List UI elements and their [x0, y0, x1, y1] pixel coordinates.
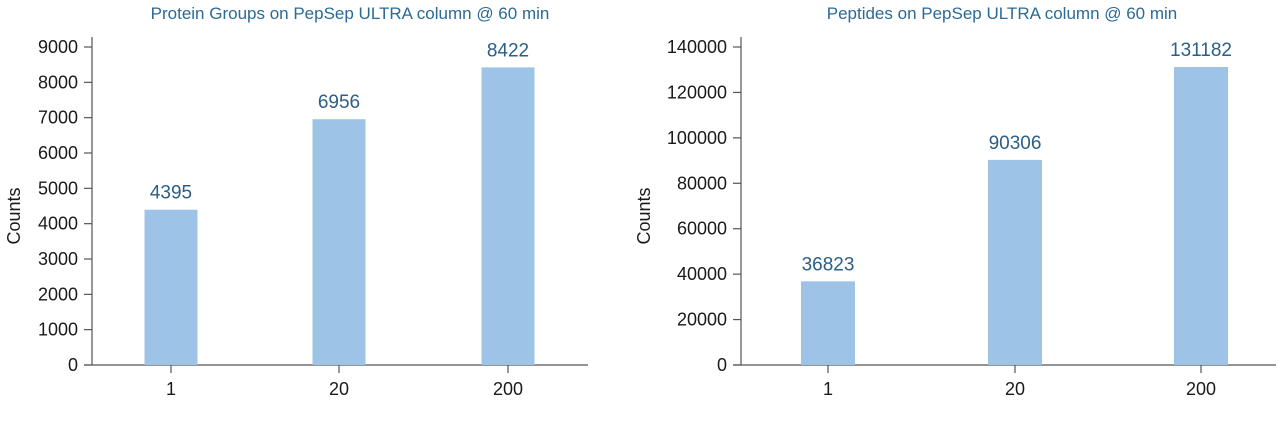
chart-2-y-tick-label: 100000	[667, 128, 727, 148]
chart-2-y-tick-label: 20000	[677, 310, 727, 330]
chart-2-y-axis-label: Counts	[634, 187, 654, 244]
chart-1-title: Protein Groups on PepSep ULTRA column @ …	[151, 4, 550, 23]
chart-2-bar-20	[988, 159, 1042, 365]
chart-1-y-tick-label: 1000	[38, 320, 78, 340]
chart-2-y-tick-label: 80000	[677, 173, 727, 193]
chart-1-y-tick-label: 2000	[38, 284, 78, 304]
chart-2-y-tick-label: 40000	[677, 264, 727, 284]
chart-1-y-tick-label: 6000	[38, 143, 78, 163]
chart-2-data-label: 36823	[802, 254, 855, 275]
chart-2-bar-1	[801, 281, 855, 365]
chart-2-data-label: 90306	[989, 133, 1042, 154]
chart-2-y-tick-label: 120000	[667, 82, 727, 102]
chart-2-title: Peptides on PepSep ULTRA column @ 60 min	[827, 4, 1178, 23]
chart-1-y-tick-label: 4000	[38, 214, 78, 234]
chart-2-y-tick-label: 60000	[677, 219, 727, 239]
chart-1-y-tick-label: 0	[68, 355, 78, 375]
chart-1-x-tick-label: 1	[166, 379, 176, 399]
chart-1-y-tick-label: 5000	[38, 178, 78, 198]
chart-1-data-label: 6956	[318, 92, 360, 113]
chart-1-y-tick-label: 9000	[38, 37, 78, 57]
chart-2-x-tick-label: 20	[1005, 379, 1025, 399]
chart-2-y-tick-label: 0	[717, 355, 727, 375]
chart-1-y-tick-label: 7000	[38, 108, 78, 128]
chart-1-y-tick-label: 3000	[38, 249, 78, 269]
chart-1-bar-20	[312, 119, 366, 365]
chart-1-x-tick-label: 200	[493, 379, 523, 399]
chart-2-y-tick-label: 140000	[667, 37, 727, 57]
chart-1-data-label: 4395	[150, 183, 192, 204]
chart-2-x-tick-label: 200	[1186, 379, 1216, 399]
chart-1-y-tick-label: 8000	[38, 72, 78, 92]
chart-2-x-tick-label: 1	[823, 379, 833, 399]
chart-1-y-axis-label: Counts	[4, 187, 24, 244]
chart-2-data-label: 131182	[1170, 40, 1232, 61]
chart-2-bar-200	[1174, 67, 1228, 366]
chart-1-bar-1	[144, 209, 198, 365]
chart-1-data-label: 8422	[487, 40, 529, 61]
chart-1-x-tick-label: 20	[329, 379, 349, 399]
chart-1-bar-200	[481, 67, 535, 365]
